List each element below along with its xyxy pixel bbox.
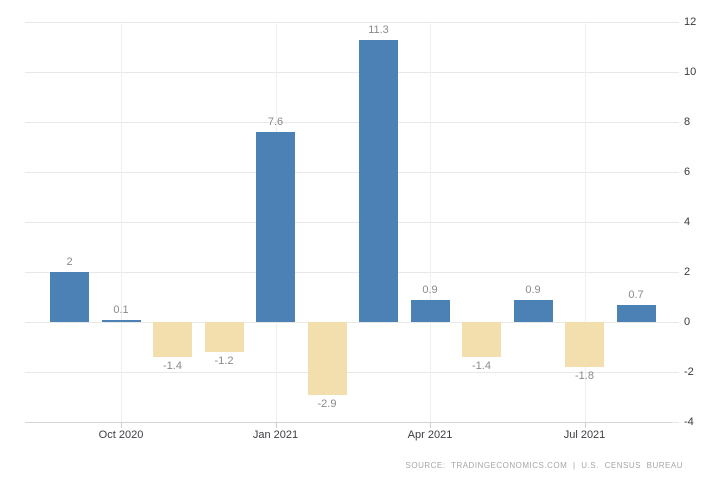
y-gridline — [25, 22, 679, 23]
y-axis-tick-label: 2 — [684, 266, 691, 278]
bar[interactable] — [410, 299, 450, 322]
y-axis-tick-label: -2 — [684, 366, 694, 378]
bar[interactable] — [101, 319, 141, 322]
x-gridline — [585, 22, 586, 422]
bar-value-label: 2 — [66, 256, 73, 268]
y-axis-tick-label: -4 — [684, 416, 694, 428]
x-axis-tick-label: Oct 2020 — [98, 429, 144, 441]
source-credit: SOURCE: TRADINGECONOMICS.COM | U.S. CENS… — [405, 461, 683, 470]
y-tickmark — [672, 422, 679, 423]
bar-value-label: 0.9 — [525, 283, 541, 296]
y-gridline — [25, 122, 679, 123]
bar[interactable] — [565, 322, 604, 367]
bar[interactable] — [616, 304, 656, 322]
bar-value-label: -1.4 — [472, 360, 491, 372]
x-tickmark — [276, 422, 277, 428]
y-gridline — [25, 322, 679, 323]
y-axis-tick-label: 0 — [684, 316, 691, 328]
bar[interactable] — [50, 272, 89, 322]
x-axis-tick-label: Apr 2021 — [407, 429, 453, 441]
bar-value-label: 0.1 — [113, 303, 129, 316]
bar[interactable] — [513, 299, 553, 322]
bar[interactable] — [204, 322, 244, 352]
y-gridline — [25, 172, 679, 173]
plot-area: 2 0.1 -1.4 -1.2 7.6 -2.9 11.3 0.9 -1.4 0.9 -1.8 0.7 — [25, 22, 679, 428]
bar-value-label: 0.7 — [628, 288, 644, 301]
bar-value-label: 7.6 — [267, 116, 284, 128]
y-gridline — [25, 222, 679, 223]
bar[interactable] — [153, 322, 192, 357]
bar[interactable] — [359, 39, 398, 322]
bar-value-label: -1.8 — [575, 370, 594, 382]
bar-value-label: -1.4 — [163, 360, 182, 372]
bar-value-label: -1.2 — [214, 355, 234, 367]
x-gridline — [121, 22, 122, 422]
y-axis-tick-label: 4 — [684, 216, 691, 228]
bar[interactable] — [307, 322, 347, 395]
x-gridline — [430, 22, 431, 422]
bar-value-label: -2.9 — [317, 397, 337, 410]
bar-value-label: 0.9 — [422, 283, 438, 296]
bar-value-label: 11.3 — [368, 23, 389, 36]
x-tickmark — [430, 422, 431, 428]
y-gridline — [25, 372, 679, 373]
y-gridline — [25, 272, 679, 273]
x-axis-tick-label: Jan 2021 — [252, 429, 299, 441]
y-axis-tick-label: 8 — [684, 116, 691, 128]
y-gridline — [25, 72, 679, 73]
bar[interactable] — [256, 132, 295, 322]
x-tickmark — [585, 422, 586, 428]
y-axis-tick-label: 6 — [684, 166, 691, 178]
y-axis-tick-label: 12 — [684, 16, 697, 28]
bar[interactable] — [462, 322, 501, 357]
x-axis-tick-label: Jul 2021 — [563, 429, 606, 441]
y-axis-tick-label: 10 — [684, 66, 697, 78]
x-tickmark — [121, 422, 122, 428]
